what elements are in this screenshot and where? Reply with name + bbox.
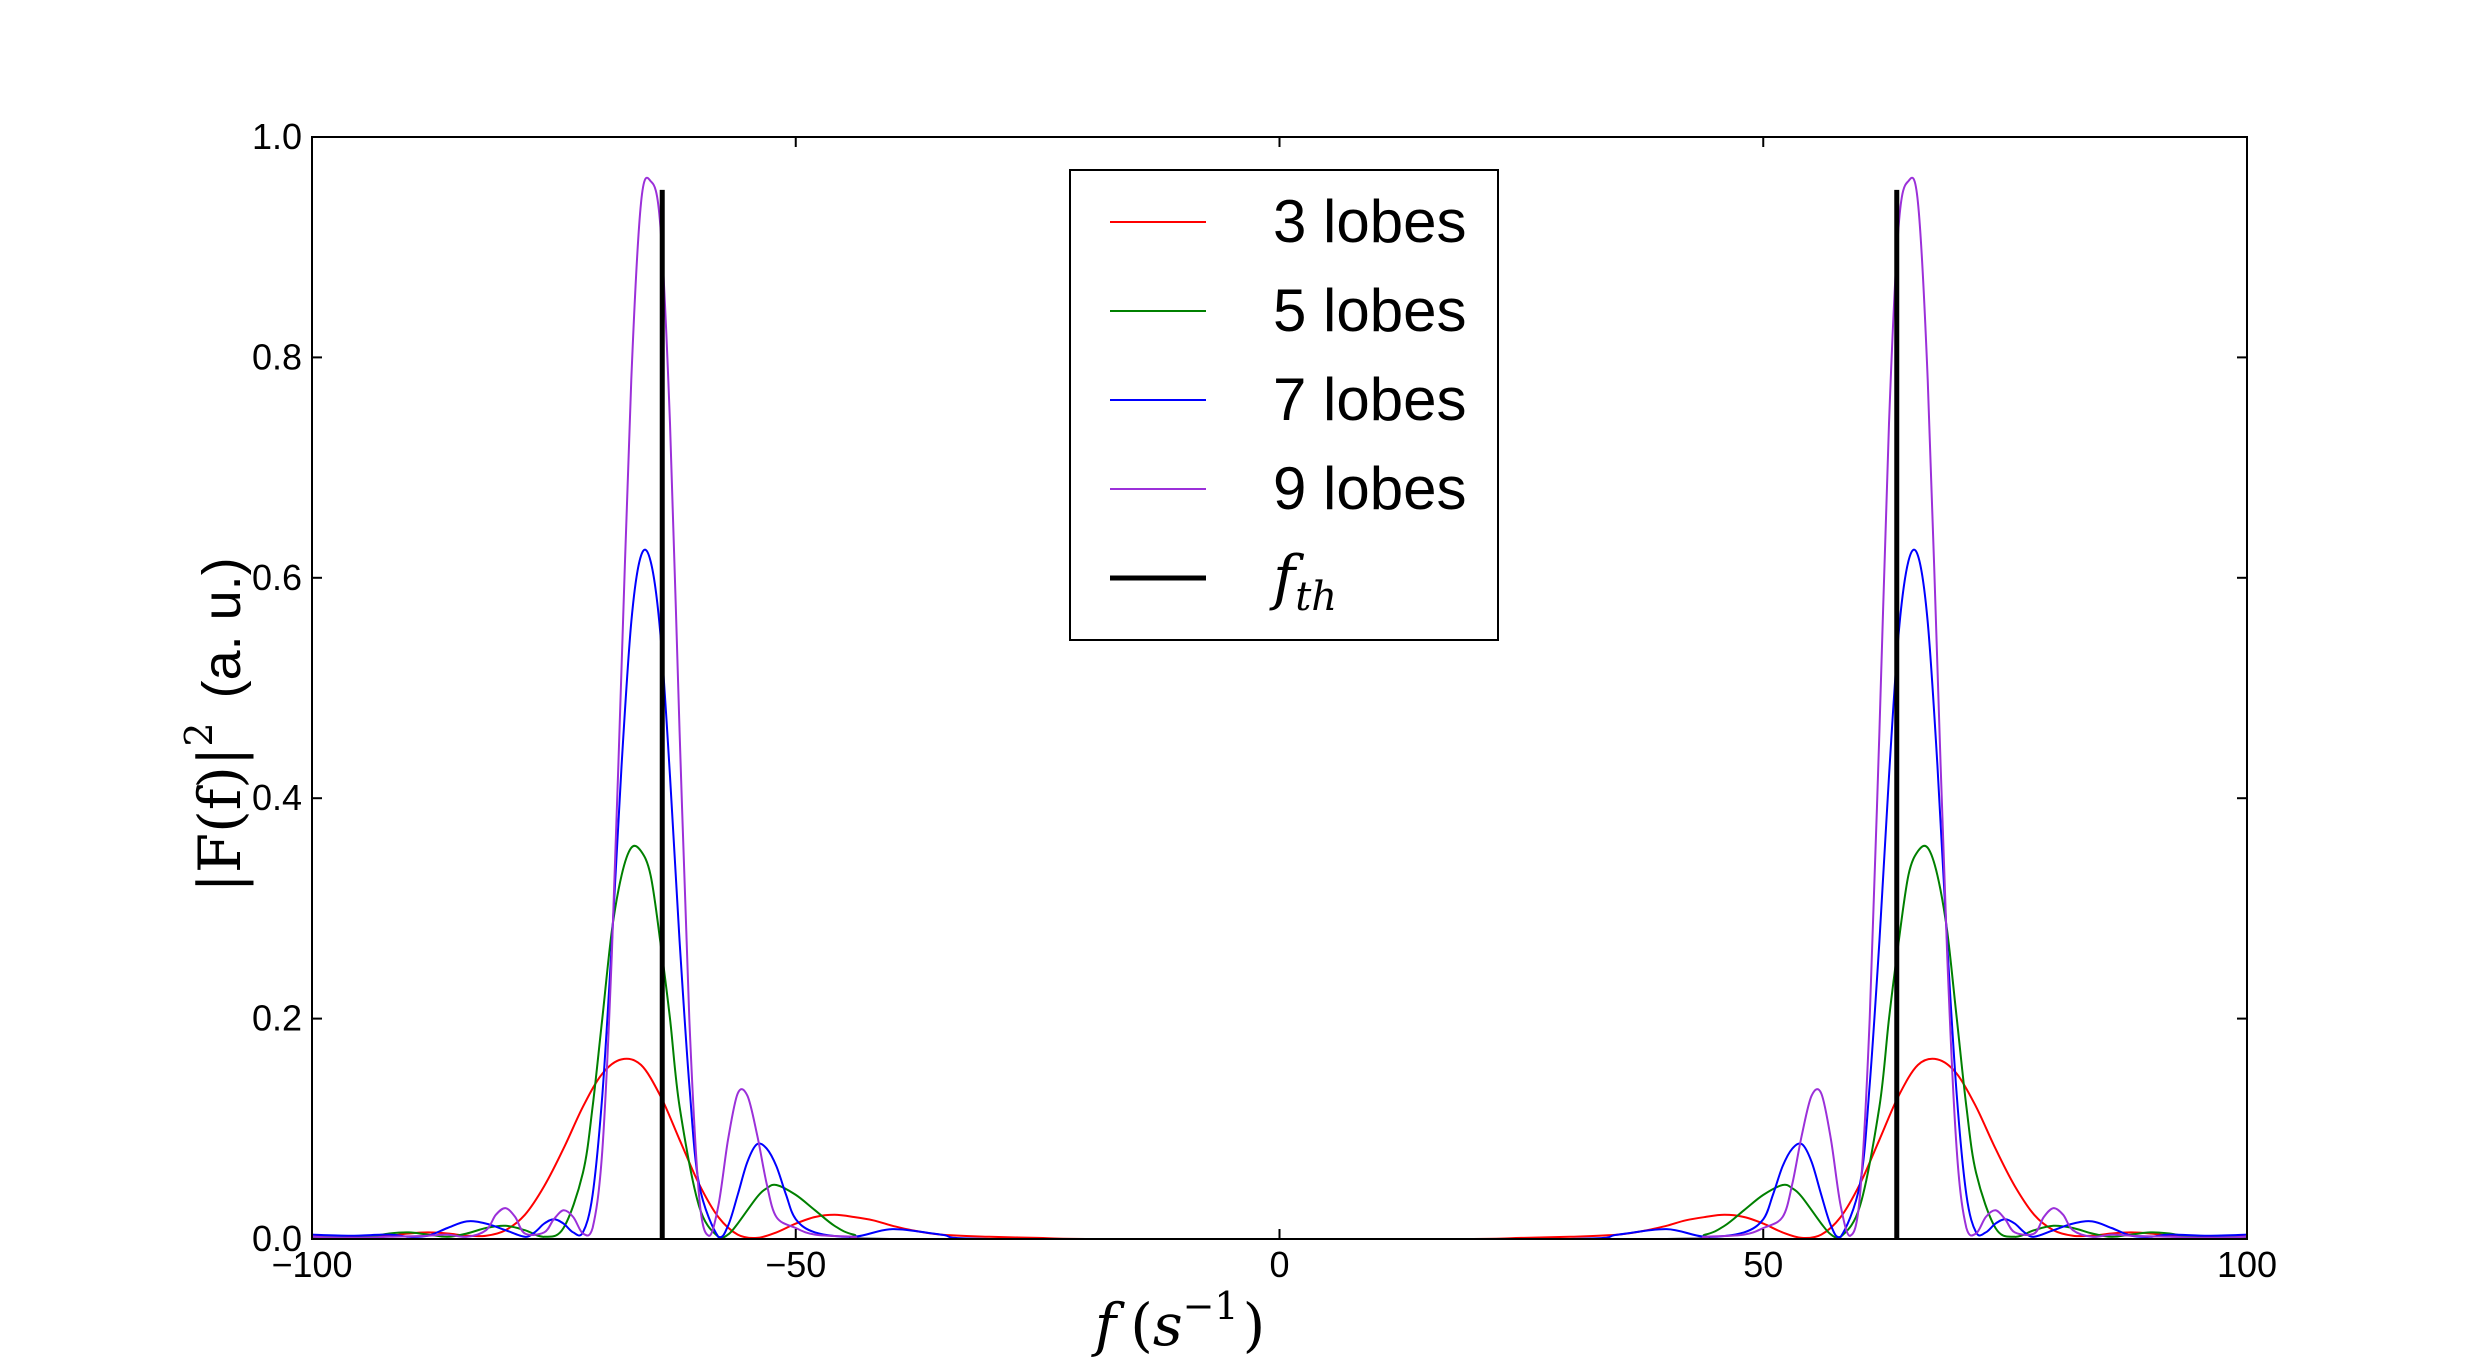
- y-tick-label-5: 0.8: [252, 336, 302, 377]
- legend-label-3: 7 lobes: [1273, 366, 1466, 433]
- x-tick-label-1: −100: [271, 1244, 352, 1285]
- y-axis-label: |F(f)|2(a. u.): [177, 557, 254, 892]
- y-tick-label-4: 0.6: [252, 557, 302, 598]
- x-tick-label-5: 100: [2217, 1244, 2277, 1285]
- y-tick-label-3: 0.4: [252, 777, 302, 818]
- y-tick-label-2: 0.2: [252, 998, 302, 1039]
- legend-box: [1069, 169, 1499, 641]
- axis-ticks: −100 −50 0 50 100 0.0 0.2 0.4 0.6 0.8 1.0: [252, 116, 2277, 1285]
- x-tick-label-4: 50: [1743, 1244, 1783, 1285]
- y-tick-label-1: 0.0: [252, 1218, 302, 1259]
- series-line-2: [311, 844, 2248, 1241]
- threshold-lines: [659, 189, 1900, 1239]
- legend-label-2: 5 lobes: [1273, 277, 1466, 344]
- y-tick-label-6: 1.0: [252, 116, 302, 157]
- x-tick-label-3: 0: [1269, 1244, 1289, 1285]
- legend-label-4: 9 lobes: [1273, 455, 1466, 522]
- x-axis-label: f (s−1): [1091, 1284, 1266, 1359]
- x-tick-label-2: −50: [765, 1244, 826, 1285]
- legend-label-1: 3 lobes: [1273, 188, 1466, 255]
